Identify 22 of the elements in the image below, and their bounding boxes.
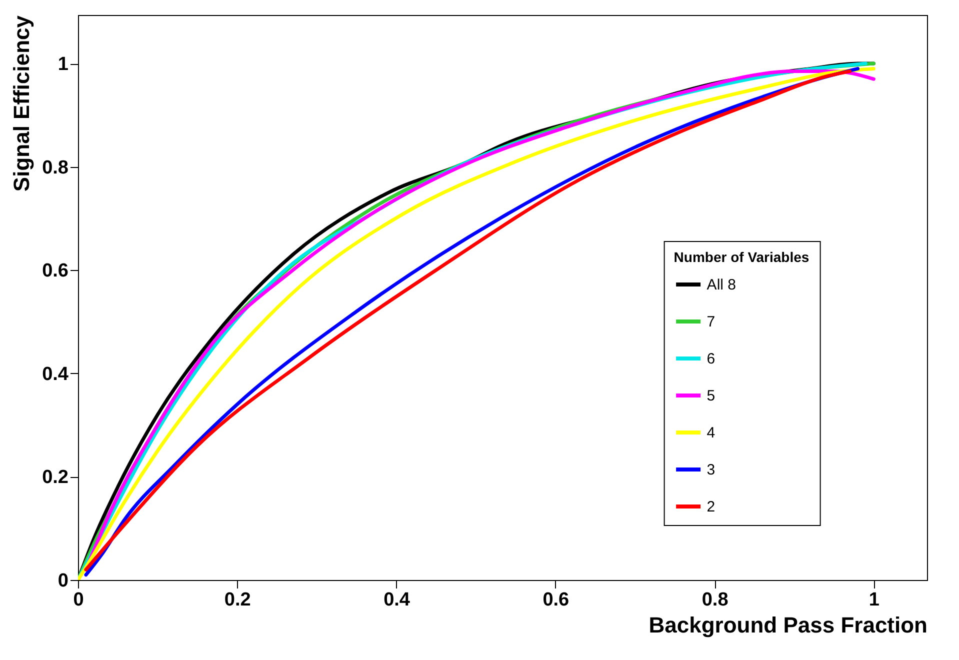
legend-label: 5 [706, 388, 716, 404]
legend-label: 3 [706, 462, 716, 478]
y-tick-label: 0 [58, 570, 68, 592]
legend-title: Number of Variables [674, 249, 810, 265]
legend-label: 6 [706, 350, 716, 368]
x-tick-label: 0 [73, 590, 84, 610]
y-tick-label: 0.4 [42, 364, 69, 385]
x-axis-title: Background Pass Fraction [648, 612, 928, 638]
y-axis-title: Signal Efficiency [9, 14, 34, 192]
y-tick-label: 0.6 [42, 260, 68, 282]
x-tick-label: 0.8 [702, 590, 728, 610]
x-tick-label: 0.6 [542, 590, 570, 610]
legend-label: 7 [706, 314, 716, 330]
y-tick-label: 1 [58, 54, 69, 76]
y-tick-label: 0.8 [42, 157, 68, 178]
legend-label: All 8 [706, 276, 736, 294]
legend-label: 4 [706, 424, 716, 442]
x-tick-label: 0.4 [384, 590, 410, 610]
legend-label: 2 [706, 498, 716, 516]
x-tick-label: 1 [868, 590, 880, 610]
y-tick-label: 0.2 [42, 467, 68, 488]
x-tick-label: 0.2 [224, 590, 251, 610]
